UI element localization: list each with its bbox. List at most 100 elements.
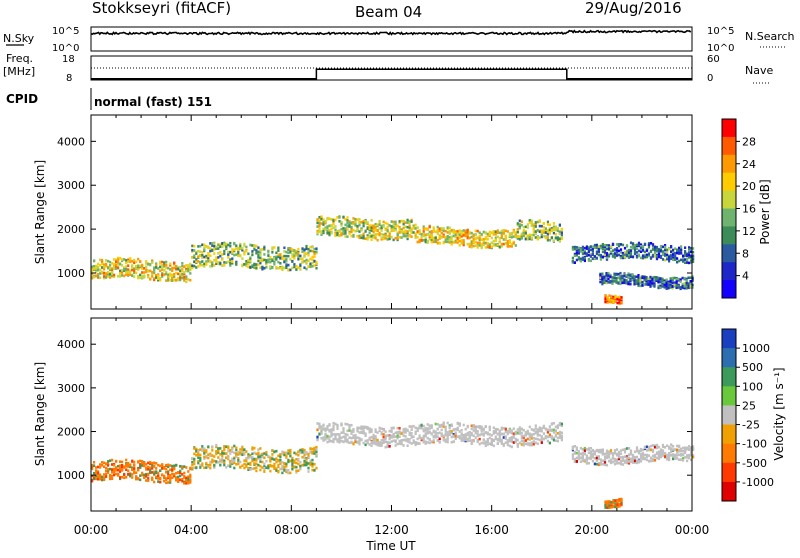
power-echo-cell [460, 239, 463, 242]
velocity-echo-cell [609, 458, 613, 462]
velocity-echo-cell [528, 442, 531, 445]
velocity-echo-cell [554, 435, 557, 438]
velocity-echo-cell [462, 437, 465, 441]
power-echo-cell [444, 240, 447, 243]
velocity-echo-cell [285, 451, 288, 455]
power-echo-cell [420, 235, 423, 238]
power-echo-cell [277, 266, 280, 270]
power-echo-cell [157, 278, 160, 282]
velocity-echo-cell [500, 428, 503, 431]
power-echo-cell [137, 264, 140, 268]
velocity-echo-cell [436, 432, 439, 435]
velocity-echo-cell [197, 452, 200, 455]
velocity-echo-cell [374, 435, 377, 438]
power-echo-cell [675, 281, 678, 284]
power-echo-cell [456, 237, 459, 240]
power-echo-cell [482, 239, 485, 243]
power-echo-cell [538, 236, 541, 239]
velocity-echo-cell [659, 455, 663, 459]
velocity-echo-cell [674, 456, 677, 459]
power-echo-cell [313, 252, 316, 256]
power-echo-cell [689, 280, 692, 283]
velocity-echo-cell [326, 436, 329, 440]
power-echo-cell [167, 279, 170, 282]
power-echo-cell [207, 254, 210, 257]
power-echo-cell [151, 275, 154, 278]
power-echo-cell [641, 280, 644, 284]
power-echo-cell [251, 244, 254, 247]
velocity-echo-cell [482, 429, 485, 432]
velocity-echo-cell [199, 457, 202, 460]
power-echo-cell [476, 243, 479, 247]
power-echo-cell [560, 237, 563, 241]
velocity-echo-cell [548, 433, 551, 436]
velocity-ytick-label: 4000 [57, 338, 85, 351]
velocity-echo-cell [131, 468, 134, 472]
velocity-echo-cell [492, 439, 495, 442]
velocity-echo-cell [97, 477, 100, 481]
velocity-echo-cell [444, 427, 447, 431]
power-echo-cell [253, 266, 256, 270]
power-echo-cell [665, 278, 668, 282]
velocity-echo-cell [428, 430, 431, 434]
velocity-echo-cell [221, 454, 224, 458]
power-echo-cell [384, 228, 387, 232]
velocity-echo-cell [287, 469, 290, 472]
velocity-echo-cell [215, 443, 218, 447]
power-echo-cell [269, 256, 272, 259]
power-echo-cell [664, 258, 667, 262]
velocity-echo-cell [251, 452, 254, 456]
power-echo-cell [133, 261, 136, 265]
power-echo-cell [454, 239, 457, 243]
velocity-echo-cell [350, 432, 353, 435]
velocity-echo-cell [279, 462, 282, 465]
power-echo-cell [470, 235, 473, 239]
power-echo-cell [502, 231, 505, 235]
power-echo-cell [631, 273, 634, 276]
velocity-echo-cell [259, 468, 262, 472]
velocity-echo-cell [316, 435, 319, 439]
velocity-colorbar-swatch [722, 424, 736, 445]
power-echo-cell [165, 272, 168, 276]
velocity-echo-cell [422, 428, 425, 431]
power-echo-cell [558, 240, 561, 243]
velocity-echo-cell [446, 421, 449, 425]
velocity-echo-cell [480, 427, 483, 431]
power-ytick-label: 1000 [57, 267, 85, 280]
power-echo-cell [472, 240, 475, 244]
power-echo-cell [251, 253, 254, 257]
power-echo-cell [275, 255, 278, 259]
velocity-echo-cell [645, 445, 649, 449]
velocity-echo-cell [615, 448, 619, 451]
power-echo-cell [179, 266, 182, 269]
power-echo-cell [201, 253, 204, 257]
power-echo-cell [655, 249, 659, 253]
velocity-echo-cell [416, 427, 419, 430]
power-echo-cell [231, 262, 234, 265]
velocity-echo-cell [520, 427, 523, 431]
power-echo-cell [639, 243, 643, 247]
power-echo-cell [394, 223, 397, 226]
power-echo-cell [615, 276, 618, 280]
power-echo-cell [406, 221, 409, 224]
power-echo-cell [199, 263, 202, 267]
velocity-echo-cell [372, 441, 375, 444]
power-echo-cell [199, 254, 202, 257]
velocity-echo-cell [589, 450, 592, 453]
velocity-echo-cell [460, 433, 463, 437]
power-echo-cell [247, 262, 250, 266]
power-colorbar-swatch [722, 136, 736, 156]
velocity-echo-cell [328, 430, 331, 433]
power-echo-cell [601, 244, 604, 248]
velocity-echo-cell [468, 435, 471, 439]
power-echo-cell [346, 219, 349, 222]
power-echo-cell [500, 242, 503, 246]
power-echo-cell [502, 242, 505, 246]
power-echo-cell [663, 281, 666, 284]
velocity-echo-cell [225, 456, 228, 459]
velocity-echo-cell [440, 433, 443, 436]
velocity-echo-cell [376, 431, 379, 434]
power-echo-cell [522, 229, 525, 232]
power-echo-cell [528, 233, 531, 237]
power-echo-cell [462, 232, 465, 235]
